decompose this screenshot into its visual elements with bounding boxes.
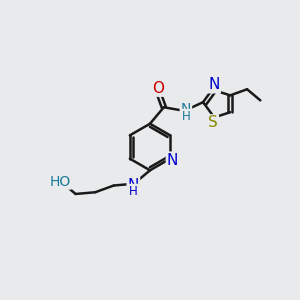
Text: HO: HO: [50, 175, 71, 189]
Text: S: S: [208, 115, 218, 130]
Text: N: N: [208, 77, 220, 92]
Text: H: H: [182, 110, 190, 123]
Text: N: N: [167, 153, 178, 168]
Text: O: O: [152, 81, 164, 96]
Text: N: N: [181, 102, 191, 116]
Text: N: N: [128, 178, 139, 193]
Text: H: H: [129, 185, 138, 198]
